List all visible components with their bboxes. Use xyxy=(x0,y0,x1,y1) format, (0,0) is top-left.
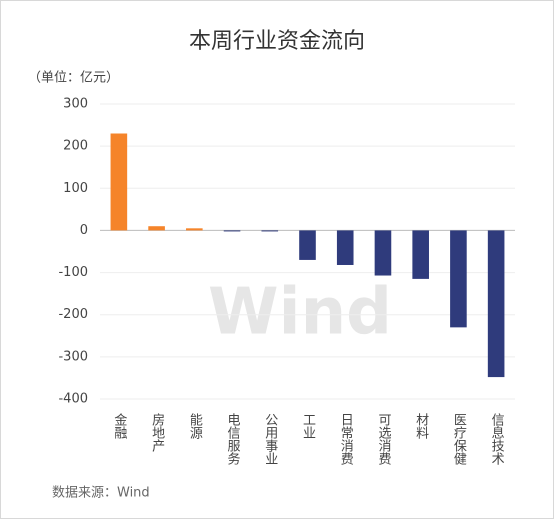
x-tick-label: 金融 xyxy=(111,412,127,439)
bar xyxy=(223,230,241,232)
y-tick-label: -400 xyxy=(58,392,88,407)
x-tick-label: 可选消费 xyxy=(375,413,391,465)
bar xyxy=(186,228,203,231)
x-tick-label: 信息技术 xyxy=(489,413,505,465)
x-tick-label: 房地产 xyxy=(149,412,165,453)
x-tick-label: 工业 xyxy=(300,413,316,439)
y-tick-label: 100 xyxy=(63,181,88,196)
chart-title: 本周行业资金流向 xyxy=(189,29,365,54)
source: 数据来源：Wind xyxy=(52,486,150,501)
bar xyxy=(261,230,279,232)
unit-label: （单位：亿元） xyxy=(28,71,119,86)
bar xyxy=(336,230,354,265)
bar xyxy=(374,230,392,276)
x-tick-label: 日常消费 xyxy=(338,413,354,465)
y-tick-label: 200 xyxy=(63,139,88,154)
y-tick-label: -300 xyxy=(58,349,88,364)
y-tick-label: 300 xyxy=(63,97,88,112)
bar xyxy=(412,230,429,279)
y-tick-label: -200 xyxy=(58,307,88,322)
x-tick-label: 电信服务 xyxy=(225,413,241,465)
y-tick-label: 0 xyxy=(80,223,88,238)
bar xyxy=(110,133,128,231)
bar xyxy=(487,230,505,378)
x-tick-label: 材料 xyxy=(413,413,429,439)
watermark: Wind xyxy=(208,276,392,350)
x-tick-label: 能源 xyxy=(187,413,203,439)
bar xyxy=(299,230,316,260)
x-tick-label: 公用事业 xyxy=(262,413,278,465)
y-tick-label: -100 xyxy=(58,265,88,280)
bar xyxy=(450,230,467,328)
bar xyxy=(148,226,165,231)
x-tick-label: 医疗保健 xyxy=(451,413,467,466)
